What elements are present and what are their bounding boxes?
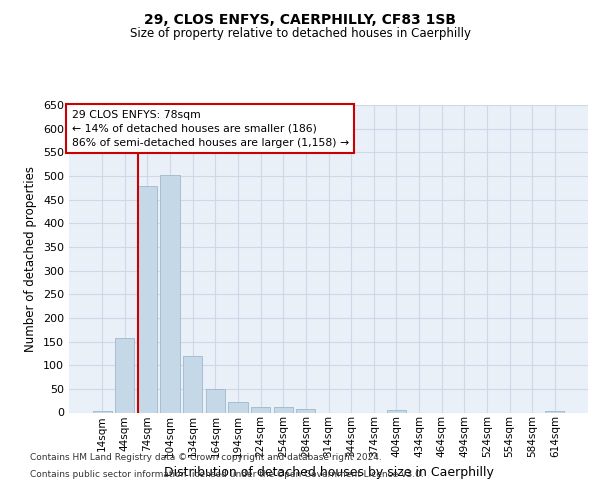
Bar — [296, 408, 316, 412]
Bar — [138, 186, 157, 412]
Y-axis label: Number of detached properties: Number of detached properties — [25, 166, 37, 352]
Bar — [229, 402, 248, 412]
Text: 29, CLOS ENFYS, CAERPHILLY, CF83 1SB: 29, CLOS ENFYS, CAERPHILLY, CF83 1SB — [144, 12, 456, 26]
Bar — [160, 174, 180, 412]
Bar — [387, 410, 406, 412]
X-axis label: Distribution of detached houses by size in Caerphilly: Distribution of detached houses by size … — [164, 466, 493, 478]
Text: 29 CLOS ENFYS: 78sqm
← 14% of detached houses are smaller (186)
86% of semi-deta: 29 CLOS ENFYS: 78sqm ← 14% of detached h… — [71, 110, 349, 148]
Bar — [545, 410, 565, 412]
Bar — [183, 356, 202, 412]
Bar — [206, 390, 225, 412]
Text: Size of property relative to detached houses in Caerphilly: Size of property relative to detached ho… — [130, 28, 470, 40]
Text: Contains HM Land Registry data © Crown copyright and database right 2024.: Contains HM Land Registry data © Crown c… — [30, 452, 382, 462]
Bar — [274, 407, 293, 412]
Text: Contains public sector information licensed under the Open Government Licence v3: Contains public sector information licen… — [30, 470, 424, 479]
Bar — [115, 338, 134, 412]
Bar — [251, 407, 270, 412]
Bar — [92, 411, 112, 412]
